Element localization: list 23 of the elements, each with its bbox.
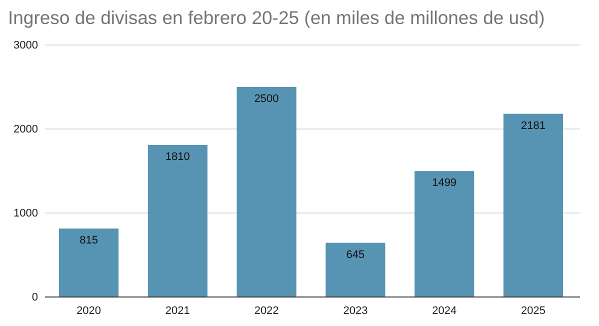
- x-tick-label: 2020: [76, 304, 102, 317]
- x-tick-label: 2023: [343, 304, 368, 317]
- x-tick-label: 2024: [432, 304, 457, 317]
- bar: [326, 242, 386, 297]
- x-tick-label: 2021: [165, 304, 190, 317]
- x-tick-label: 2022: [254, 304, 279, 317]
- data-label: 815: [80, 234, 98, 247]
- chart-title: Ingreso de divisas en febrero 20-25 (en miles de millones de usd): [8, 7, 545, 28]
- bar: [414, 171, 474, 297]
- data-label: 2500: [254, 93, 279, 105]
- y-tick-label: 3000: [14, 40, 38, 52]
- x-tick-label: 2025: [520, 304, 546, 317]
- y-tick-label: 2000: [14, 124, 38, 136]
- y-tick-label: 1000: [14, 208, 38, 220]
- data-label: 645: [346, 248, 365, 261]
- bar: [503, 114, 563, 297]
- bar: [148, 144, 208, 297]
- bar: [236, 87, 296, 297]
- y-tick-label: 0: [32, 292, 38, 304]
- data-label: 1810: [165, 150, 190, 163]
- data-label: 2181: [520, 120, 546, 132]
- bar: [59, 228, 119, 297]
- data-label: 1499: [432, 177, 457, 190]
